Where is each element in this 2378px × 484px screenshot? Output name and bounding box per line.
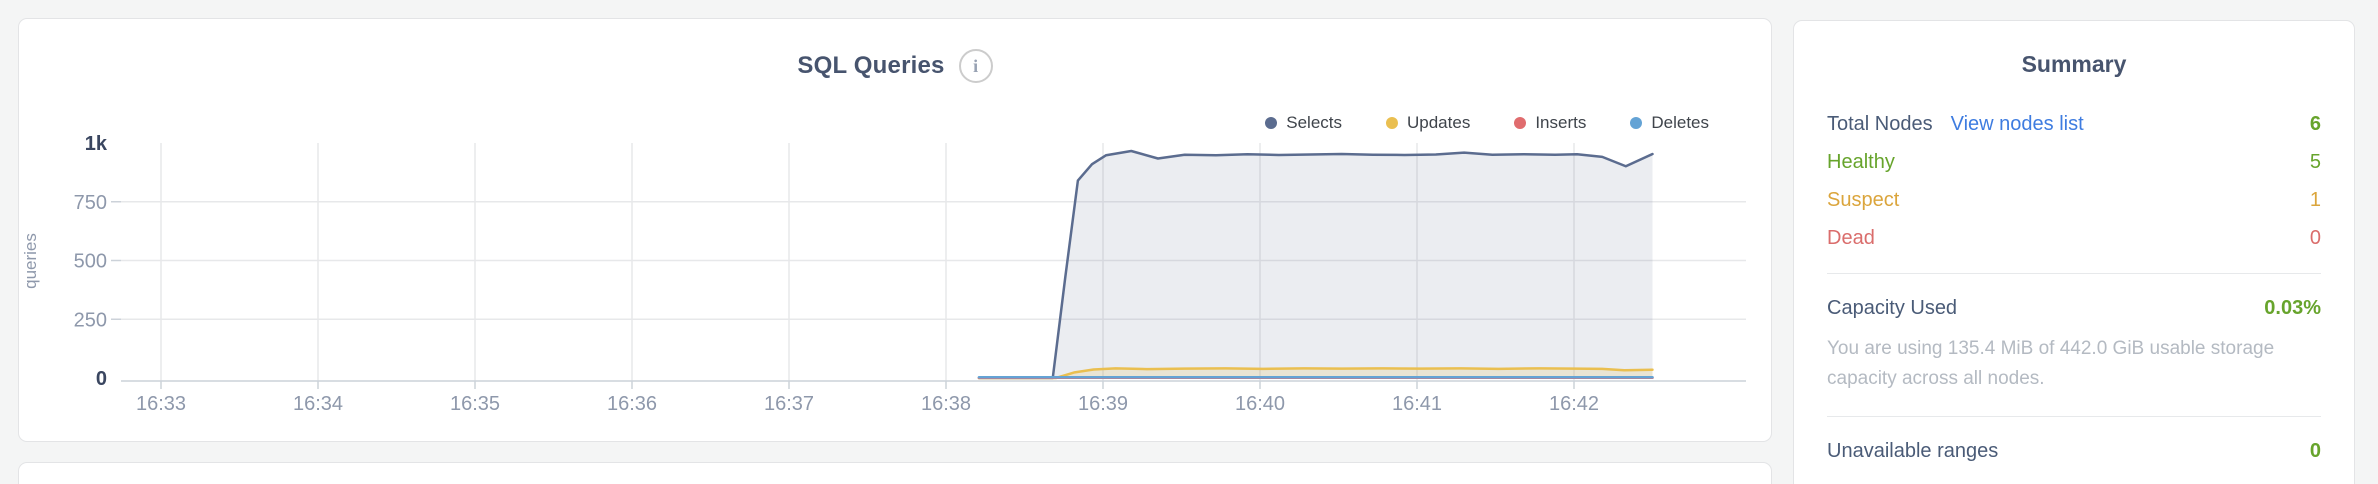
summary-label-dead: Dead <box>1827 227 1875 249</box>
summary-row-capacity-used: Capacity Used 0.03% <box>1827 296 2321 321</box>
summary-row-healthy: Healthy 5 <box>1827 150 2321 175</box>
series-area-selects <box>978 150 1653 378</box>
x-tick-label: 16:36 <box>607 393 657 415</box>
x-tick-label: 16:42 <box>1549 393 1599 415</box>
summary-card: Summary Total Nodes View nodes list 6 Healt… <box>1793 20 2355 484</box>
legend-item-updates[interactable]: Updates <box>1386 113 1470 133</box>
summary-row-unavailable-ranges: Unavailable ranges 0 <box>1827 439 2321 464</box>
summary-value-dead: 0 <box>2309 227 2321 249</box>
summary-row-dead: Dead 0 <box>1827 226 2321 251</box>
x-tick-label: 16:33 <box>136 393 186 415</box>
legend-dot-inserts <box>1514 117 1527 129</box>
legend-label: Selects <box>1286 113 1342 132</box>
summary-value-capacity-used: 0.03% <box>2264 297 2321 319</box>
summary-rows: Total Nodes View nodes list 6 Healthy 5 Suspe… <box>1827 112 2321 464</box>
summary-label-capacity-used: Capacity Used <box>1827 297 1958 319</box>
legend-dot-deletes <box>1630 117 1643 129</box>
y-tick-label: 1k <box>85 133 108 155</box>
legend-label: Updates <box>1407 113 1471 132</box>
summary-value-suspect: 1 <box>2309 189 2321 211</box>
series-line-selects <box>977 149 1654 380</box>
y-axis-label: queries <box>21 233 40 289</box>
summary-label-healthy: Healthy <box>1827 151 1895 173</box>
summary-value-healthy: 5 <box>2309 151 2321 173</box>
summary-divider <box>1827 416 2321 417</box>
summary-value-total-nodes: 6 <box>2309 113 2321 135</box>
summary-title: Summary <box>2021 51 2127 77</box>
summary-row-suspect: Suspect 1 <box>1827 188 2321 213</box>
y-tick-label: 250 <box>74 309 107 331</box>
summary-label-total-nodes: Total Nodes <box>1827 113 1933 135</box>
next-chart-card <box>18 462 1772 484</box>
legend-item-selects[interactable]: Selects <box>1265 113 1342 133</box>
summary-label-unavailable-ranges: Unavailable ranges <box>1827 440 1999 462</box>
series-area-updates <box>978 368 1653 378</box>
y-tick-label: 0 <box>96 368 107 390</box>
legend-dot-updates <box>1386 117 1398 129</box>
x-tick-label: 16:41 <box>1392 393 1442 415</box>
x-tick-label: 16:34 <box>293 393 343 415</box>
chart-header: SQL Queries i <box>19 49 1771 83</box>
x-tick-label: 16:35 <box>450 393 500 415</box>
sql-queries-plot[interactable]: 0 250 500 750 1k 16:33 16:34 16:35 16:36 16:37 16:… <box>19 19 1773 443</box>
chart-title: SQL Queries <box>797 52 945 79</box>
legend-item-deletes[interactable]: Deletes <box>1630 113 1709 133</box>
summary-divider <box>1827 273 2321 274</box>
sql-queries-chart-card: SQL Queries i 0 250 500 750 1k 16:33 16:34 16:3… <box>18 18 1772 442</box>
x-tick-label: 16:37 <box>764 393 814 415</box>
x-tick-label: 16:38 <box>921 393 971 415</box>
legend-dot-selects <box>1265 117 1278 129</box>
x-tick-label: 16:39 <box>1078 393 1128 415</box>
summary-label-suspect: Suspect <box>1827 189 1900 211</box>
y-tick-label: 750 <box>74 192 107 214</box>
summary-value-unavailable-ranges: 0 <box>2309 440 2321 462</box>
legend-item-inserts[interactable]: Inserts <box>1514 113 1586 133</box>
summary-row-total-nodes: Total Nodes View nodes list 6 <box>1827 112 2321 137</box>
capacity-caption: You are using 135.4 MiB of 442.0 GiB usa… <box>1827 338 2275 389</box>
chart-legend: Selects Updates Inserts Deletes <box>1265 113 1709 133</box>
series-line-updates <box>977 367 1654 380</box>
x-tick-label: 16:40 <box>1235 393 1285 415</box>
y-tick-label: 500 <box>74 251 107 273</box>
info-icon[interactable]: i <box>958 49 993 83</box>
legend-label: Deletes <box>1651 113 1709 132</box>
view-nodes-list-link[interactable]: View nodes list <box>1950 113 2084 135</box>
legend-label: Inserts <box>1535 113 1587 132</box>
